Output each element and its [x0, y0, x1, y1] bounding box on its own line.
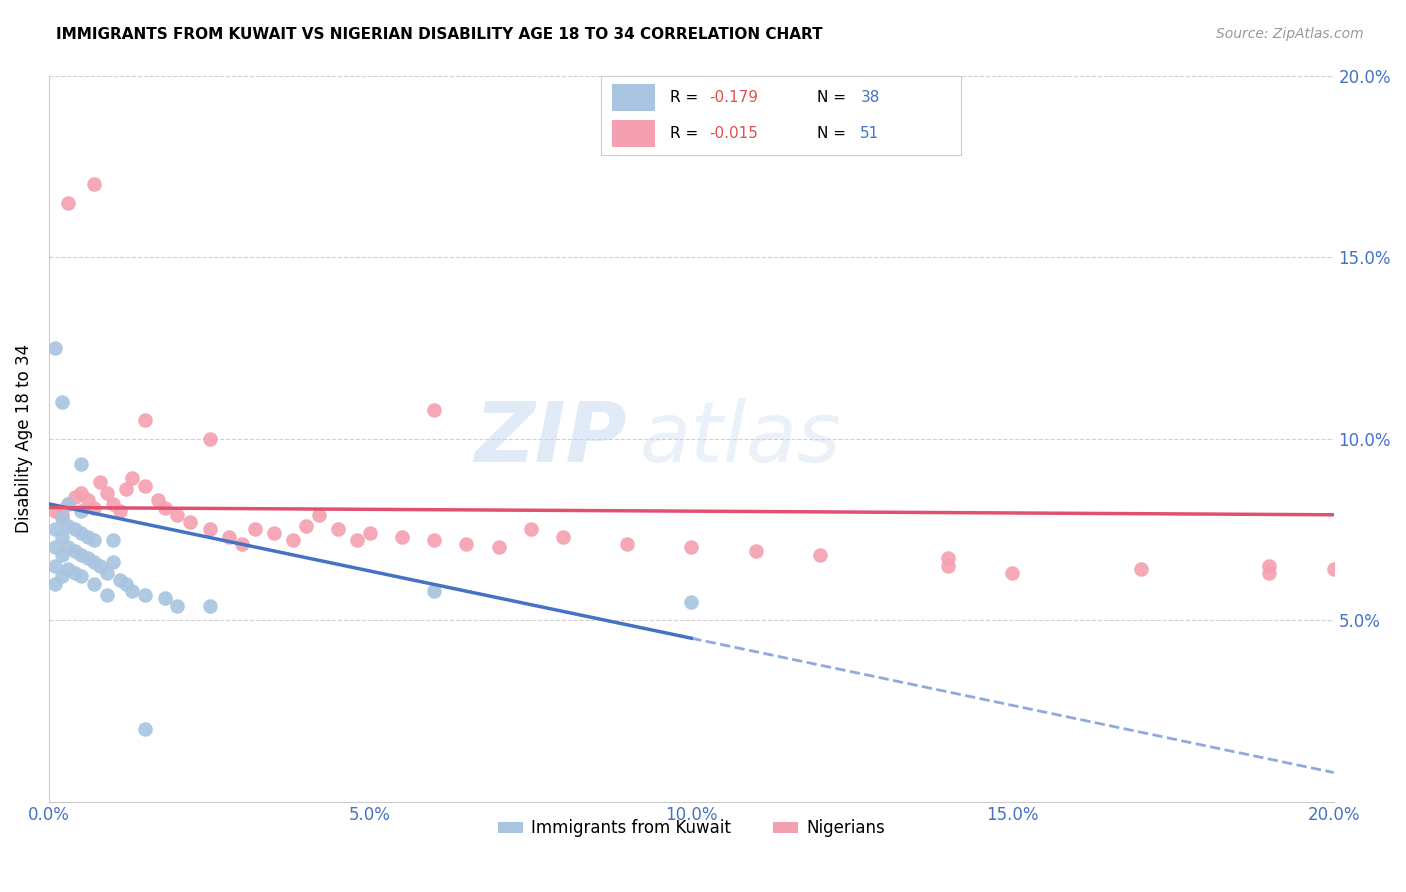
- Point: [103, 533, 125, 548]
- Point: [44, 341, 66, 355]
- Point: [76, 551, 98, 566]
- Point: [115, 576, 138, 591]
- Point: [108, 573, 131, 587]
- Point: [295, 518, 318, 533]
- Point: [326, 522, 349, 536]
- Point: [103, 497, 125, 511]
- Point: [44, 541, 66, 555]
- Point: [146, 493, 169, 508]
- Point: [153, 500, 176, 515]
- Point: [1323, 562, 1346, 576]
- Point: [58, 497, 80, 511]
- Point: [63, 544, 86, 558]
- Point: [423, 402, 446, 417]
- Point: [76, 530, 98, 544]
- Point: [96, 486, 118, 500]
- Point: [63, 522, 86, 536]
- Point: [198, 599, 221, 613]
- Point: [936, 558, 959, 573]
- Point: [198, 432, 221, 446]
- Point: [134, 413, 156, 427]
- Point: [153, 591, 176, 606]
- Text: ZIP: ZIP: [474, 398, 627, 479]
- Point: [51, 511, 73, 525]
- Point: [70, 486, 93, 500]
- Point: [1001, 566, 1024, 580]
- Point: [70, 457, 93, 471]
- Point: [134, 588, 156, 602]
- Point: [58, 195, 80, 210]
- Point: [63, 566, 86, 580]
- Point: [51, 569, 73, 583]
- Point: [58, 562, 80, 576]
- Point: [51, 548, 73, 562]
- Legend: Immigrants from Kuwait, Nigerians: Immigrants from Kuwait, Nigerians: [491, 813, 891, 844]
- Y-axis label: Disability Age 18 to 34: Disability Age 18 to 34: [15, 344, 32, 533]
- Point: [281, 533, 304, 548]
- Point: [51, 395, 73, 409]
- Point: [263, 525, 285, 540]
- Point: [83, 576, 105, 591]
- Point: [108, 504, 131, 518]
- Point: [308, 508, 330, 522]
- Point: [44, 504, 66, 518]
- Point: [423, 533, 446, 548]
- Point: [76, 493, 98, 508]
- Point: [346, 533, 368, 548]
- Point: [44, 576, 66, 591]
- Text: Source: ZipAtlas.com: Source: ZipAtlas.com: [1216, 27, 1364, 41]
- Point: [551, 530, 574, 544]
- Point: [134, 479, 156, 493]
- Point: [936, 551, 959, 566]
- Point: [134, 722, 156, 736]
- Point: [51, 508, 73, 522]
- Point: [70, 569, 93, 583]
- Point: [83, 555, 105, 569]
- Point: [808, 548, 831, 562]
- Point: [51, 530, 73, 544]
- Point: [70, 525, 93, 540]
- Point: [89, 475, 111, 489]
- Point: [83, 500, 105, 515]
- Point: [681, 595, 703, 609]
- Point: [488, 541, 510, 555]
- Point: [96, 566, 118, 580]
- Point: [63, 490, 86, 504]
- Point: [44, 558, 66, 573]
- Text: atlas: atlas: [640, 398, 842, 479]
- Point: [89, 558, 111, 573]
- Point: [456, 537, 478, 551]
- Point: [423, 584, 446, 599]
- Point: [218, 530, 240, 544]
- Point: [166, 599, 188, 613]
- Point: [121, 471, 143, 485]
- Point: [115, 483, 138, 497]
- Point: [243, 522, 266, 536]
- Point: [616, 537, 638, 551]
- Point: [1258, 566, 1281, 580]
- Point: [58, 497, 80, 511]
- Point: [83, 533, 105, 548]
- Point: [179, 515, 201, 529]
- Point: [744, 544, 766, 558]
- Point: [1129, 562, 1152, 576]
- Point: [83, 178, 105, 192]
- Point: [70, 504, 93, 518]
- Point: [198, 522, 221, 536]
- Point: [519, 522, 541, 536]
- Point: [58, 541, 80, 555]
- Text: IMMIGRANTS FROM KUWAIT VS NIGERIAN DISABILITY AGE 18 TO 34 CORRELATION CHART: IMMIGRANTS FROM KUWAIT VS NIGERIAN DISAB…: [56, 27, 823, 42]
- Point: [103, 555, 125, 569]
- Point: [58, 518, 80, 533]
- Point: [96, 588, 118, 602]
- Point: [166, 508, 188, 522]
- Point: [44, 522, 66, 536]
- Point: [70, 548, 93, 562]
- Point: [391, 530, 413, 544]
- Point: [681, 541, 703, 555]
- Point: [1258, 558, 1281, 573]
- Point: [121, 584, 143, 599]
- Point: [231, 537, 253, 551]
- Point: [359, 525, 381, 540]
